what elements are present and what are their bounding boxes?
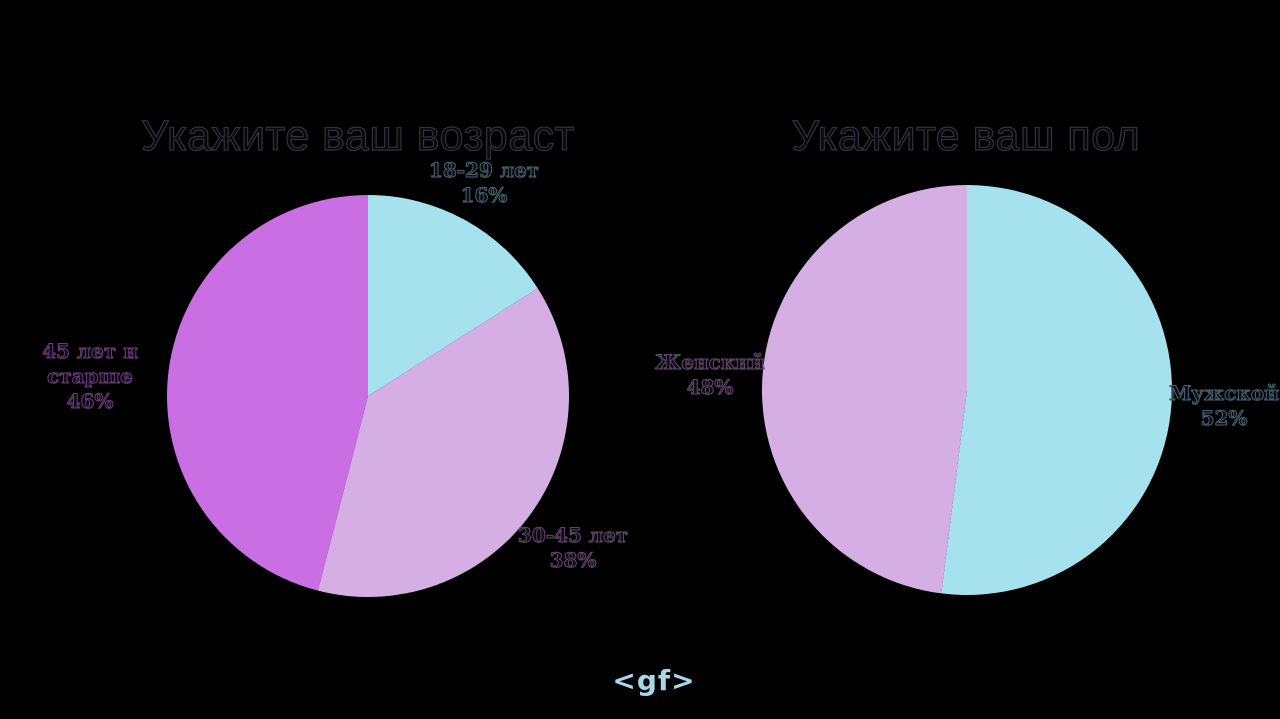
gender-slice-label-female: Женский 48%	[640, 350, 780, 400]
slice-label-text: Женский	[655, 350, 766, 375]
age-slice-label-30-45: 30-45 лет 38%	[493, 523, 653, 573]
age-slice-label-45-plus: 45 лет и старше 46%	[0, 339, 180, 414]
slice-percent-text: 38%	[549, 548, 597, 573]
slice-label-text: 45 лет и старше	[42, 339, 139, 389]
pie-slice	[762, 185, 967, 594]
slice-percent-text: 52%	[1200, 406, 1248, 431]
slice-percent-text: 46%	[66, 389, 114, 414]
pie-slice	[941, 185, 1172, 595]
slice-label-text: 30-45 лет	[517, 523, 629, 548]
age-chart-title: Укажите ваш возраст	[141, 111, 575, 160]
gender-pie-chart	[762, 185, 1172, 595]
gender-chart-title: Укажите ваш пол	[791, 111, 1141, 160]
slice-label-text: 18-29 лет	[428, 158, 540, 183]
gender-slice-label-male: Мужской 52%	[1154, 381, 1280, 431]
age-pie-chart	[167, 195, 569, 597]
gf-brand-logo: <gf>	[612, 664, 696, 697]
slice-percent-text: 16%	[460, 183, 508, 208]
pie-slice	[368, 195, 538, 396]
slice-percent-text: 48%	[686, 375, 734, 400]
pie-slice	[318, 288, 569, 597]
age-slice-label-18-29: 18-29 лет 16%	[404, 158, 564, 208]
slice-label-text: Мужской	[1169, 381, 1280, 406]
pie-slice	[167, 195, 368, 591]
